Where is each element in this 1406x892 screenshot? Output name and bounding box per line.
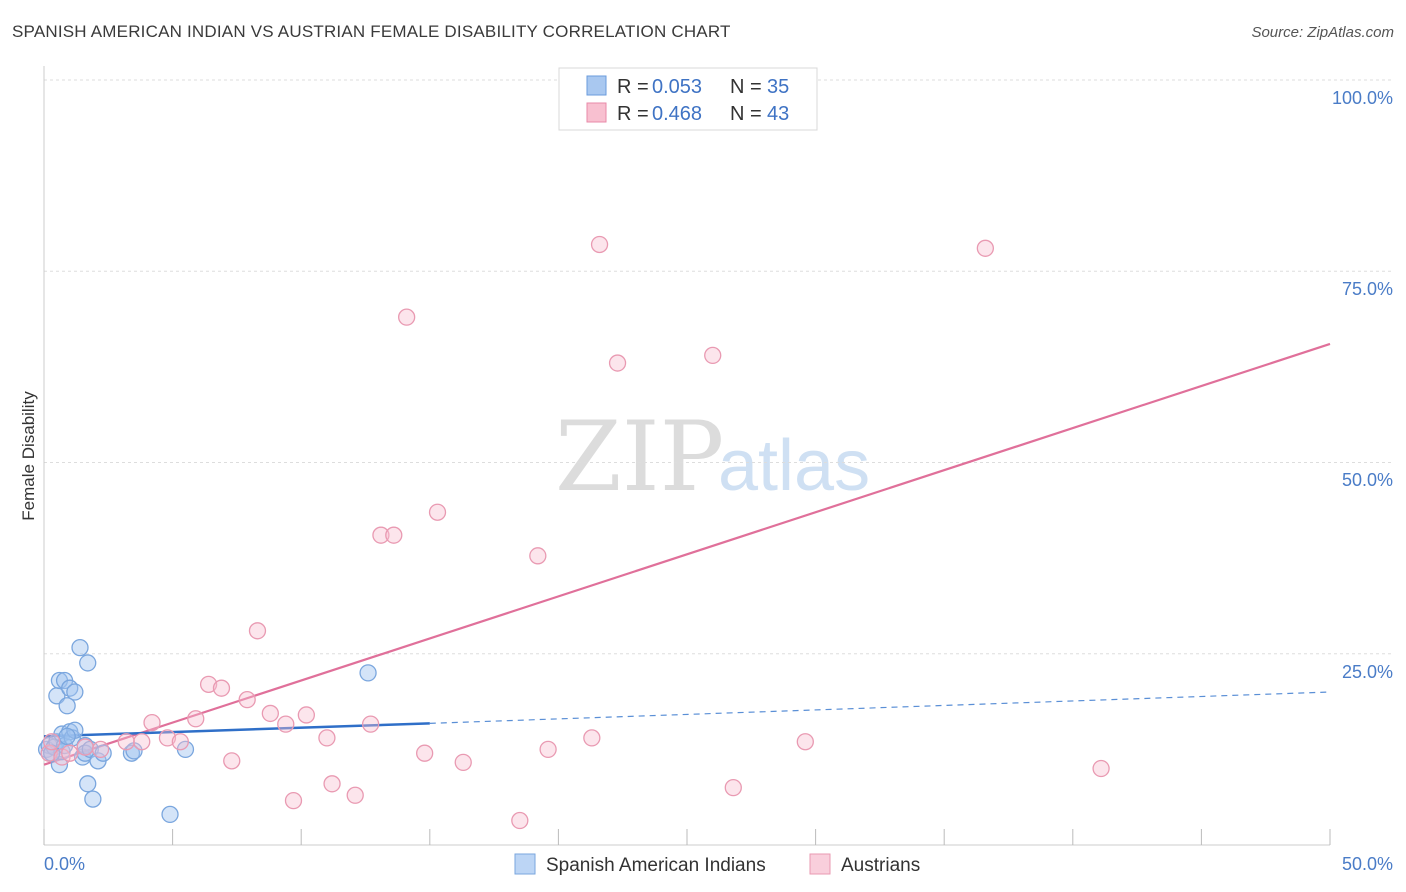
point-austrian [398,308,416,326]
point-austrian [187,710,205,728]
point-austrian [248,622,267,640]
point-austrian [346,786,364,804]
point-austrian [385,526,403,544]
legend-r-label-1: R = [617,76,649,98]
point-austrian [277,715,295,733]
point-austrian [511,811,529,830]
chart-title: SPANISH AMERICAN INDIAN VS AUSTRIAN FEMA… [12,22,731,41]
series-legend: Spanish American Indians Austrians [514,853,920,876]
point-spanish [58,727,76,746]
y-axis-title: Female Disability [19,391,38,521]
x-tick-label-max: 50.0% [1342,854,1393,874]
point-austrian [43,733,61,751]
legend-r-value-1: 0.053 [652,76,702,98]
point-spanish [79,775,97,793]
bottom-legend-swatch-austrian [809,853,831,875]
point-austrian [238,691,256,709]
x-tick-label-min: 0.0% [44,854,85,874]
point-austrian [171,733,189,751]
point-austrian [796,733,814,751]
point-austrian [318,729,336,747]
watermark-atlas: atlas [718,426,870,506]
point-austrian [91,740,110,759]
point-spanish [66,683,84,701]
point-austrian [529,547,547,565]
point-spanish [71,638,89,657]
source-label: Source: ZipAtlas.com [1251,24,1394,41]
legend-r-label-2: R = [617,103,649,125]
legend-n-value-1: 35 [767,76,789,98]
legend-n-label-2: N = [730,103,762,125]
legend-r-value-2: 0.468 [652,103,702,125]
trend-line-spanish-dashed [429,691,1331,724]
point-austrian [199,675,218,693]
point-austrian [133,733,151,751]
point-spanish [79,654,97,672]
point-austrian [361,715,380,733]
point-austrian [454,753,472,772]
point-austrian [158,729,177,747]
watermark-zip: ZIP [555,401,724,513]
point-austrian [416,744,434,762]
point-austrian [76,738,94,756]
point-austrian [212,679,231,697]
legend-n-value-2: 43 [767,103,789,125]
bottom-legend-swatch-spanish [514,853,536,875]
point-austrian [539,740,557,759]
point-austrian [976,239,995,257]
point-austrian [61,744,79,762]
point-austrian [724,778,742,797]
data-points [37,71,1110,830]
point-austrian [583,729,601,747]
bottom-legend-label-austrian: Austrians [841,855,920,876]
trend-lines [43,342,1331,766]
y-tick-label-100: 100.0% [1332,88,1393,108]
point-austrian [323,775,341,793]
y-tick-label-75: 75.0% [1342,279,1393,299]
legend-swatch-austrian [586,102,607,123]
y-tick-label-25: 25.0% [1342,662,1393,682]
point-austrian [608,354,627,372]
grid [44,79,1394,655]
point-austrian [428,503,447,521]
stats-legend: R = 0.053 N = 35 R = 0.468 N = 43 [558,67,818,131]
point-austrian [117,733,135,751]
point-austrian [223,752,241,770]
point-austrian [297,706,315,724]
point-austrian [372,526,390,544]
point-austrian [261,704,279,723]
point-austrian [1092,759,1110,778]
point-austrian [590,235,609,254]
y-tick-label-50: 50.0% [1342,470,1393,490]
legend-n-label-1: N = [730,76,762,98]
trend-line-austrians [43,342,1331,766]
point-spanish [161,805,179,824]
point-austrian [284,791,303,810]
point-austrian [704,346,722,365]
legend-swatch-spanish [586,75,607,96]
point-spanish [359,664,377,682]
trend-line-spanish-solid [43,722,430,738]
point-spanish [84,790,102,808]
axes [43,66,1331,846]
point-austrian [143,713,161,732]
bottom-legend-label-spanish: Spanish American Indians [546,855,766,876]
point-spanish [58,697,76,715]
